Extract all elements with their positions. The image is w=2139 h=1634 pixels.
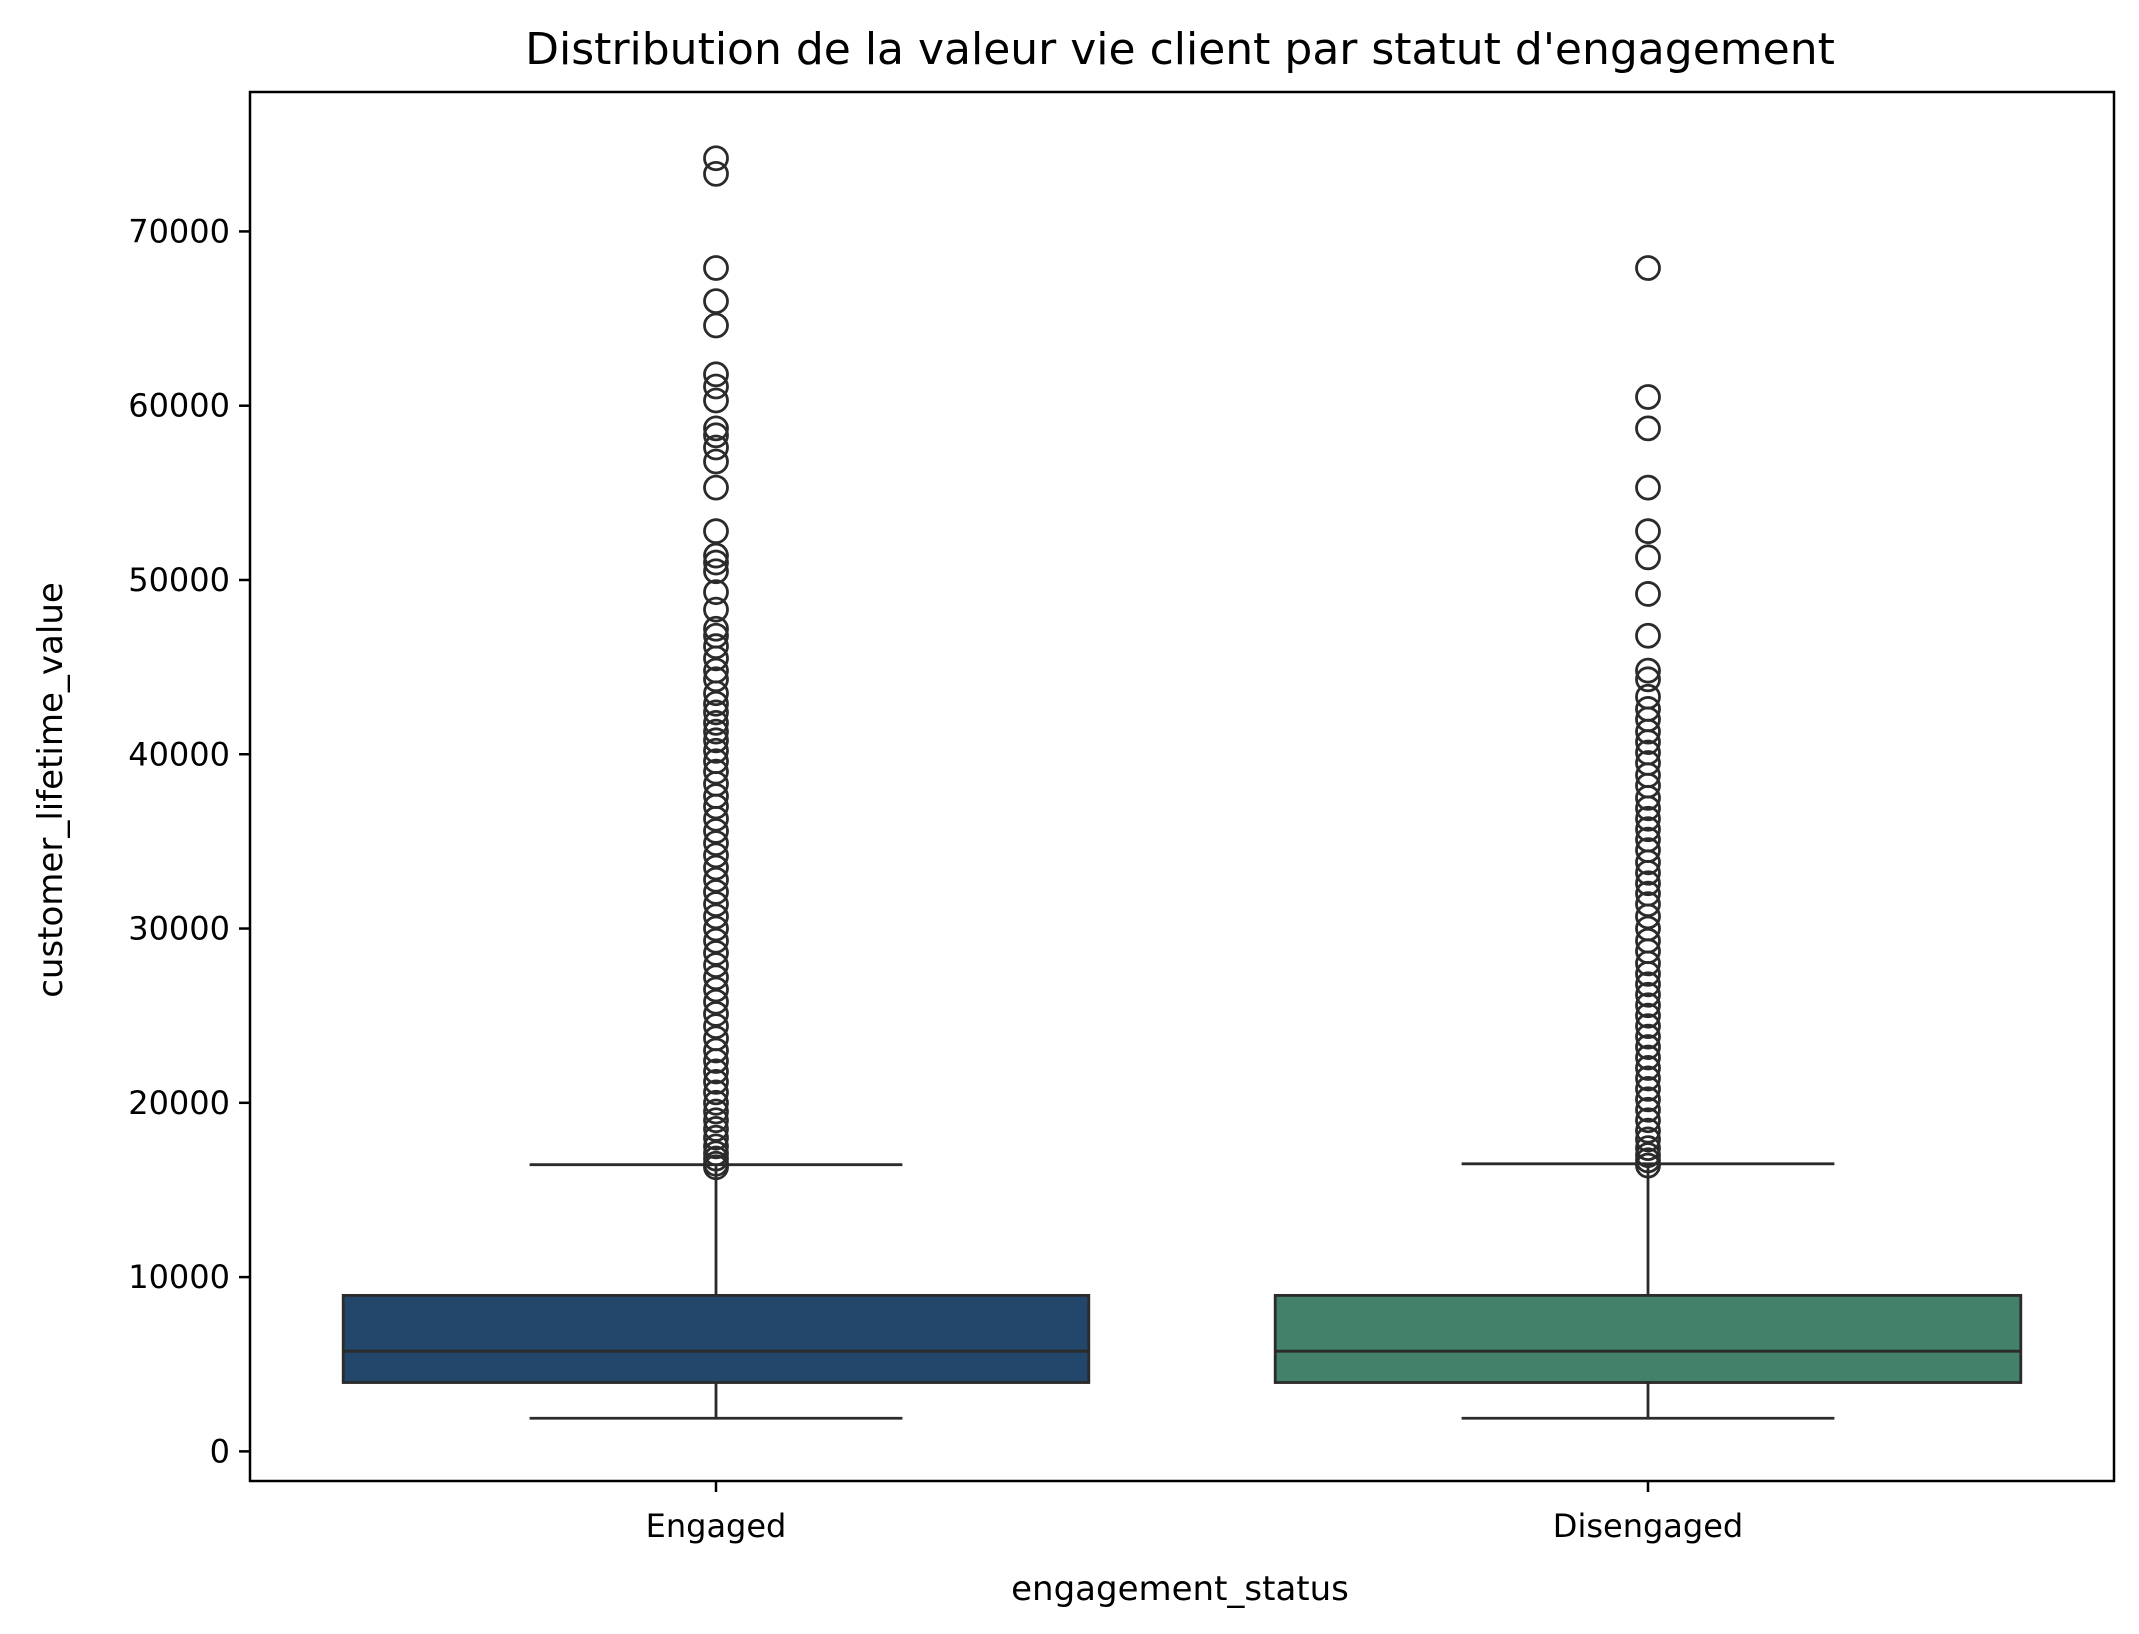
outlier-point	[703, 758, 729, 785]
outlier-point	[703, 361, 729, 388]
outlier-point	[703, 558, 729, 585]
outlier-point	[1635, 837, 1661, 864]
outlier-point	[703, 709, 729, 736]
outlier-point	[1635, 1086, 1661, 1113]
x-axis-label: engagement_status	[1011, 1569, 1349, 1609]
outlier-point	[703, 161, 729, 187]
box-group-disengaged	[1273, 255, 2023, 1420]
outlier-point	[703, 518, 729, 545]
outlier-point	[703, 596, 729, 623]
outlier-point	[703, 666, 729, 693]
y-tick-label: 60000	[128, 387, 230, 425]
box-group-engaged	[341, 145, 1091, 1420]
outlier-point	[1635, 1034, 1661, 1060]
outlier-point	[1635, 1065, 1661, 1092]
outlier-point	[703, 1089, 729, 1116]
outlier-point	[703, 1098, 729, 1125]
outlier-point	[703, 633, 729, 660]
outlier-point	[703, 615, 729, 642]
outlier-point	[703, 448, 729, 475]
x-tick-label: Disengaged	[1553, 1507, 1743, 1545]
outlier-point	[1635, 1096, 1661, 1123]
y-tick-label: 20000	[128, 1084, 230, 1122]
outlier-point	[1635, 816, 1661, 843]
outlier-point	[1635, 1023, 1661, 1050]
outlier-point	[1635, 518, 1661, 545]
boxes-layer	[341, 145, 2023, 1420]
outlier-point	[703, 718, 729, 745]
outlier-point	[703, 1116, 729, 1142]
outlier-point	[1635, 1055, 1661, 1081]
outlier-point	[1635, 1013, 1661, 1040]
outlier-point	[703, 288, 729, 315]
outlier-point	[1635, 1044, 1661, 1071]
outlier-point	[1635, 1117, 1661, 1144]
outlier-point	[1635, 415, 1661, 442]
outlier-point	[1635, 992, 1661, 1019]
y-tick-label: 70000	[128, 212, 230, 250]
y-tick-label: 50000	[128, 561, 230, 599]
y-tick-label: 40000	[128, 735, 230, 773]
y-axis-label: customer_lifetime_value	[31, 582, 71, 998]
y-tick-label: 0	[210, 1432, 230, 1470]
outlier-point	[703, 387, 729, 414]
outlier-point	[703, 699, 729, 726]
x-axis: Engaged Disengaged	[646, 1481, 1743, 1545]
outlier-point	[1635, 981, 1661, 1008]
outlier-point	[1635, 657, 1661, 684]
outlier-point	[703, 145, 729, 172]
y-tick-label: 10000	[128, 1258, 230, 1296]
outlier-point	[703, 748, 729, 775]
outlier-point	[1635, 826, 1661, 853]
outlier-point	[1635, 384, 1661, 410]
outlier-point	[703, 312, 729, 339]
outlier-point	[703, 415, 729, 442]
outlier-point	[1635, 750, 1661, 776]
outlier-point	[1635, 581, 1661, 607]
box-iqr	[1273, 1293, 2023, 1384]
outlier-point	[703, 1133, 729, 1160]
outlier-point	[703, 422, 729, 449]
outlier-point	[1635, 805, 1661, 832]
outlier-point	[703, 434, 729, 461]
outlier-point	[703, 727, 729, 754]
outlier-point	[1635, 1126, 1661, 1153]
outlier-point	[1635, 1107, 1661, 1134]
outlier-point	[703, 474, 729, 501]
outlier-point	[703, 579, 729, 606]
outlier-point	[1635, 971, 1661, 998]
outlier-point	[703, 1079, 729, 1106]
outlier-point	[1635, 255, 1661, 281]
outlier-point	[1635, 544, 1661, 571]
outlier-point	[1635, 739, 1661, 766]
plot-area-frame	[248, 90, 2116, 1483]
outlier-point	[1635, 1135, 1661, 1162]
x-tick-label: Engaged	[646, 1507, 787, 1545]
outlier-point	[1635, 1075, 1661, 1102]
outlier-point	[703, 1058, 729, 1085]
outlier-point	[1635, 891, 1661, 918]
outlier-point	[703, 737, 729, 764]
outlier-point	[703, 255, 729, 281]
outlier-point	[703, 1107, 729, 1134]
outlier-point	[1635, 683, 1661, 710]
outlier-point	[703, 1124, 729, 1151]
outlier-point	[703, 373, 729, 400]
outlier-point	[1635, 622, 1661, 649]
y-axis: 0 10000 20000 30000 40000 50000 60000 70000	[128, 212, 250, 1470]
outlier-point	[703, 622, 729, 649]
chart-title: Distribution de la valeur vie client par…	[525, 24, 1835, 75]
y-tick-label: 30000	[128, 910, 230, 948]
outlier-point	[1635, 474, 1661, 501]
outlier-point	[703, 1069, 729, 1095]
outlier-point	[703, 549, 729, 576]
box-iqr	[341, 1293, 1091, 1384]
outlier-point	[1635, 666, 1661, 693]
outlier-point	[1635, 880, 1661, 907]
outlier-point	[1635, 696, 1661, 722]
outlier-point	[1635, 1002, 1661, 1029]
outlier-point	[1635, 870, 1661, 897]
